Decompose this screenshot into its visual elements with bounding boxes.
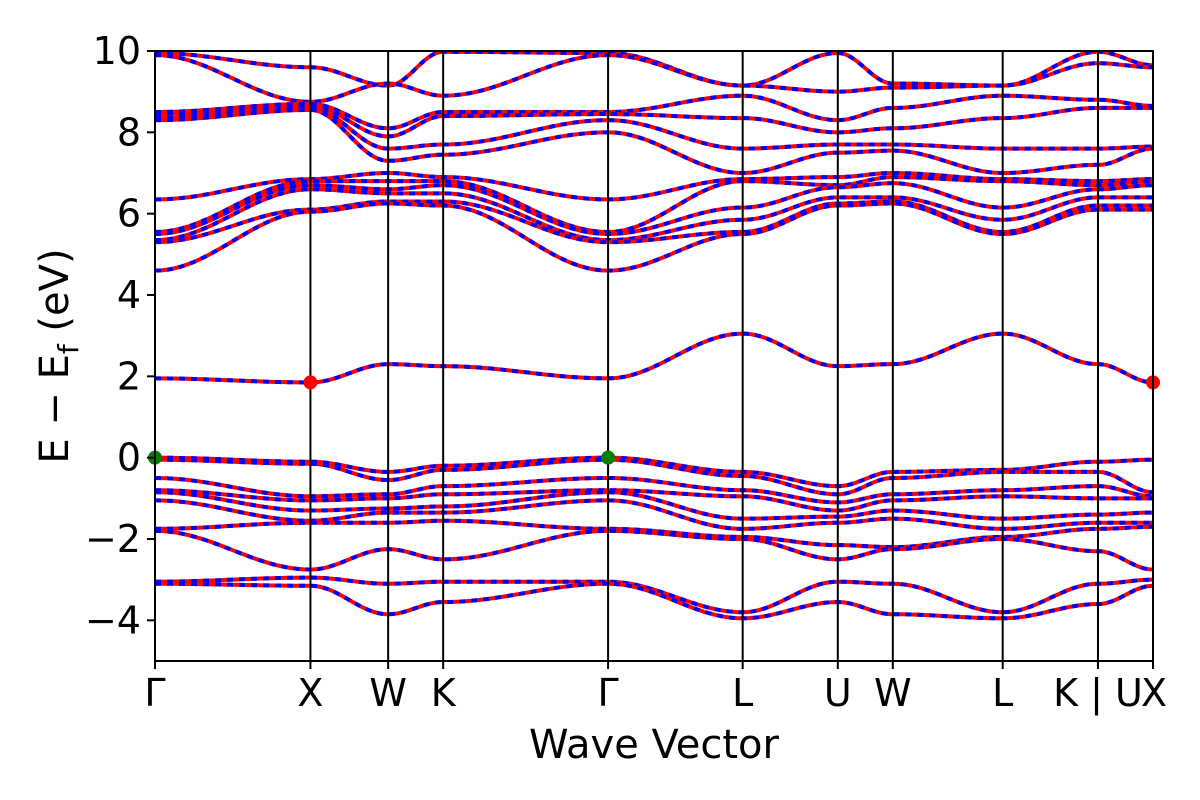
- y-tick-label-5: 6: [117, 192, 141, 236]
- cbm-marker-2: [303, 375, 318, 390]
- x-tick-label-8: L: [992, 671, 1013, 715]
- plot-frame: [154, 50, 1154, 662]
- x-tick-label-9: K | U: [1053, 671, 1143, 716]
- x-axis-title: Wave Vector: [529, 722, 780, 768]
- band-1-spin-down: [155, 53, 1153, 104]
- band-8-spin-down: [155, 181, 1153, 236]
- x-tick-label-0: Γ: [144, 671, 165, 715]
- x-tick-label-10: X: [1141, 671, 1167, 715]
- y-axis-title-main: E − E: [32, 354, 78, 464]
- y-tick-label-0: −4: [85, 598, 141, 642]
- band-3-spin-down: [155, 103, 1153, 139]
- y-axis-title-unit: (eV): [32, 248, 78, 344]
- x-tick-label-5: L: [732, 671, 753, 715]
- y-axis-title: E − Ef (eV): [32, 248, 85, 463]
- y-axis-title-subscript: f: [52, 343, 85, 354]
- y-tick-label-7: 10: [93, 29, 141, 73]
- y-axis-ticks: −4 −2 0 2 4 6 8 10: [85, 29, 155, 642]
- x-tick-label-2: W: [369, 671, 407, 715]
- band-9-spin-down: [155, 187, 1153, 243]
- band-18-spin-down: [155, 498, 1153, 531]
- band-10-spin-down: [155, 199, 1153, 245]
- x-tick-label-7: W: [874, 671, 912, 715]
- x-tick-label-6: U: [824, 671, 852, 715]
- band-0-spin-down: [155, 51, 1153, 88]
- x-tick-label-4: Γ: [597, 671, 618, 715]
- y-tick-label-3: 2: [117, 354, 141, 398]
- band-12-spin-down: [155, 331, 1153, 385]
- y-tick-label-1: −2: [85, 517, 141, 561]
- y-tick-label-2: 0: [117, 436, 141, 480]
- kpoint-lines: [309, 51, 1099, 661]
- extrema-markers: [148, 375, 1160, 465]
- vbm-marker-1: [601, 450, 616, 465]
- x-tick-label-3: K: [431, 671, 457, 715]
- y-tick-label-4: 4: [117, 273, 141, 317]
- band-11-spin-down: [155, 201, 1153, 273]
- y-tick-label-6: 8: [117, 110, 141, 154]
- x-tick-label-1: X: [297, 671, 323, 715]
